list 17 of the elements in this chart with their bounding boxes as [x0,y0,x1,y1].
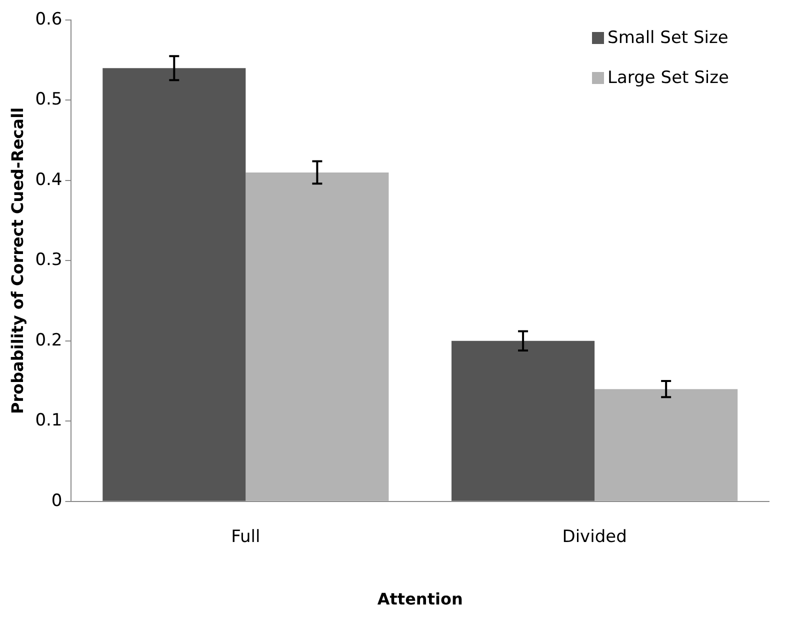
y-axis-title: Probability of Correct Cued-Recall [8,107,27,414]
bar [102,68,246,501]
bar [594,389,738,501]
y-tick-label: 0.3 [35,250,62,270]
y-tick-label: 0.6 [35,9,62,30]
legend-label: Small Set Size [608,28,728,48]
bar [246,172,389,501]
y-tick-label: 0.4 [35,170,62,190]
y-tick-label: 0.2 [35,330,62,350]
y-tick-label: 0.5 [35,90,62,110]
y-tick-label: 0 [51,490,62,511]
legend-label: Large Set Size [608,68,729,88]
y-tick-label: 0.1 [35,410,62,431]
x-tick-label: Full [231,527,260,548]
x-axis-title: Attention [377,590,463,609]
x-tick-label: Divided [562,527,627,548]
bar [452,340,595,501]
